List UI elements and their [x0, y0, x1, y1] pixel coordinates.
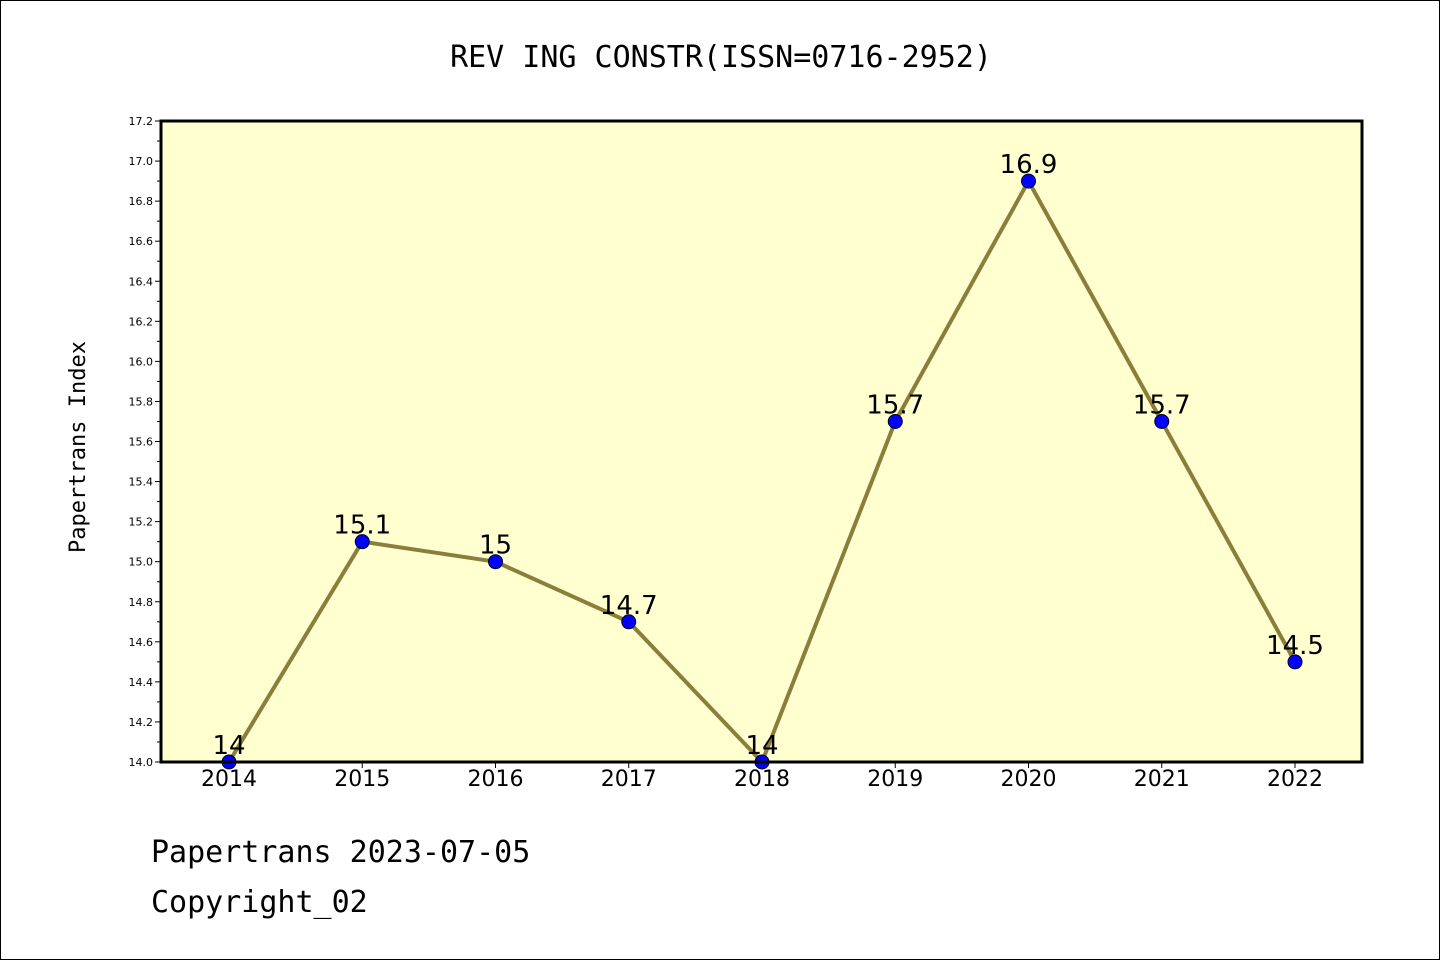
x-tick-label: 2015: [334, 767, 390, 792]
y-tick-label: 15.4: [129, 476, 154, 489]
y-tick-label: 14.8: [129, 596, 154, 609]
data-label: 14.5: [1266, 631, 1324, 661]
y-tick-label: 14.2: [129, 716, 154, 729]
footer-copyright: Copyright_02: [151, 885, 368, 920]
x-tick-label: 2016: [468, 767, 524, 792]
data-label: 14.7: [600, 591, 658, 621]
data-point: [1154, 413, 1170, 429]
x-tick-label: 2022: [1267, 767, 1323, 792]
y-tick-label: 14.6: [129, 636, 154, 649]
y-tick-label: 16.2: [129, 315, 154, 328]
x-tick-label: 2021: [1134, 767, 1190, 792]
y-tick-label: 14.4: [129, 676, 154, 689]
plot-area: [161, 121, 1362, 762]
y-tick-label: 16.8: [129, 195, 154, 208]
data-label: 14: [212, 731, 245, 761]
y-tick-label: 16.4: [129, 275, 154, 288]
y-tick-label: 16.6: [129, 235, 154, 248]
data-label: 15: [479, 531, 512, 561]
data-label: 16.9: [1000, 150, 1058, 180]
footer-date: Papertrans 2023-07-05: [151, 835, 531, 870]
y-tick-label: 15.0: [129, 556, 154, 569]
data-point: [1021, 173, 1036, 189]
data-point: [621, 614, 637, 630]
y-tick-label: 16.0: [129, 355, 154, 368]
x-tick-label: 2020: [1001, 767, 1057, 792]
data-point: [1287, 654, 1303, 670]
data-labels: 14 15.1 15 14.7 14 15.7 16.9 15.7 14.5: [212, 150, 1323, 761]
y-tick-label: 17.0: [129, 155, 154, 168]
data-point: [887, 413, 903, 429]
data-point: [354, 534, 370, 550]
data-point: [488, 554, 503, 570]
chart-title: REV ING CONSTR(ISSN=0716-2952): [450, 40, 992, 75]
data-label: 15.7: [1133, 390, 1191, 420]
x-tick-label: 2017: [601, 767, 657, 792]
x-axis: 2014 2015 2016 2017 2018 2019 2020 2021 2022: [201, 762, 1323, 792]
y-axis-label: Papertrans Index: [66, 341, 91, 553]
data-label: 14: [745, 731, 778, 761]
x-tick-label: 2014: [201, 767, 257, 792]
x-tick-label: 2018: [734, 767, 790, 792]
y-tick-label: 15.8: [129, 395, 154, 408]
data-label: 15.7: [866, 390, 924, 420]
x-tick-label: 2019: [867, 767, 923, 792]
plot-border: [159, 119, 1364, 764]
data-label: 15.1: [333, 511, 391, 541]
y-tick-label: 14.0: [129, 756, 154, 769]
y-tick-label: 15.6: [129, 436, 154, 449]
y-axis: 14.0 14.2 14.4 14.6 14.8 15.0 15.2 15.4 15.6 15.8…: [129, 115, 161, 769]
y-tick-label: 15.2: [129, 516, 154, 529]
y-tick-label: 17.2: [129, 115, 154, 128]
